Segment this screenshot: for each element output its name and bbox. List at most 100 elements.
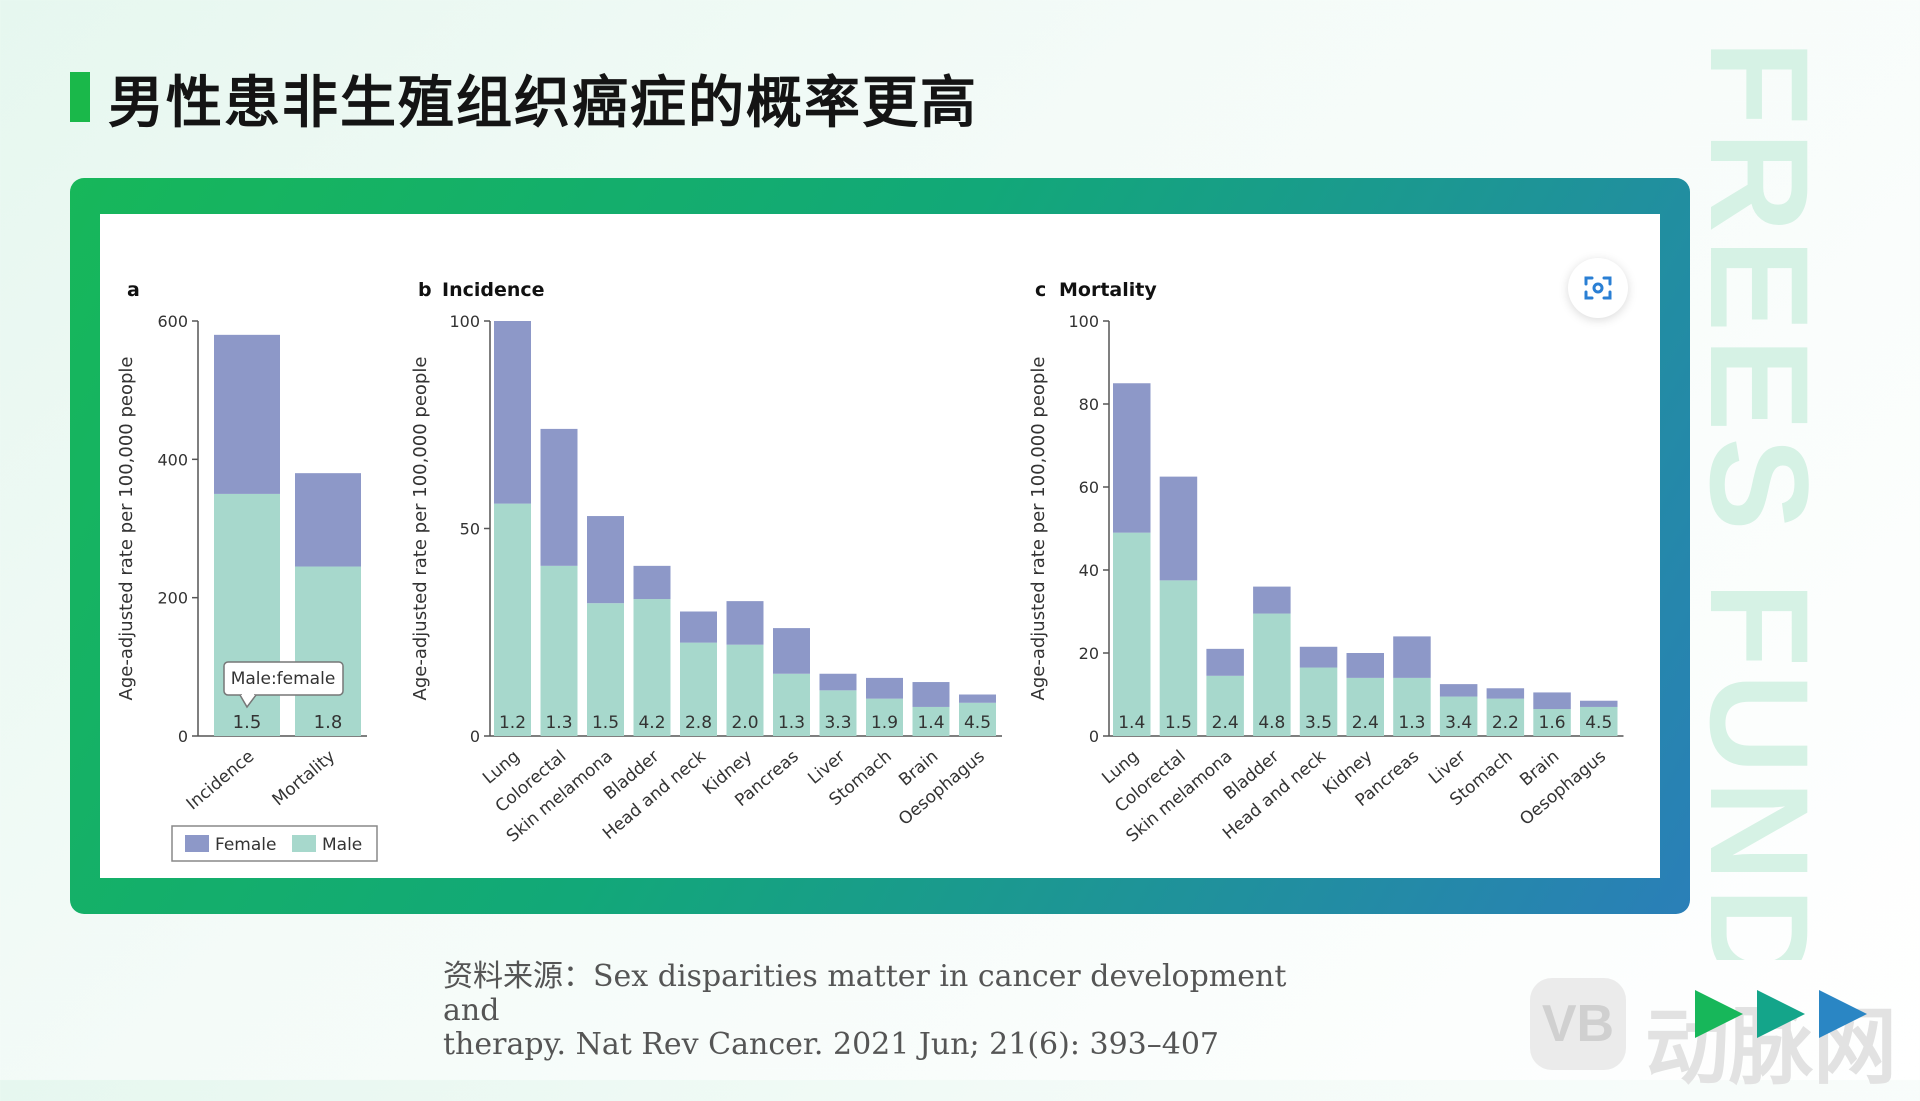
ratio-label-b-0: 1.2 (499, 713, 526, 733)
title-accent-bar (70, 72, 90, 122)
bar-male-b-3 (633, 599, 671, 736)
source-citation: 资料来源：Sex disparities matter in cancer de… (443, 960, 1343, 1062)
legend-label-female: Female (215, 835, 276, 855)
page-title: 男性患非生殖组织癌症的概率更高 (108, 70, 978, 136)
annotation-text: Male:female (231, 669, 336, 689)
ratio-label-b-4: 2.8 (685, 713, 712, 733)
ratio-label-b-7: 3.3 (824, 713, 851, 733)
bar-male-b-10 (959, 702, 996, 736)
bar-male-b-5 (726, 644, 764, 736)
ratio-label-c-0: 1.4 (1118, 713, 1145, 733)
bar-female-c-6 (1393, 636, 1431, 678)
bar-female-c-9 (1533, 692, 1571, 710)
bar-male-b-1 (540, 565, 578, 736)
bar-male-c-6 (1393, 677, 1431, 736)
ratio-label-a-0: 1.5 (233, 712, 262, 733)
bar-female-c-0 (1113, 383, 1151, 533)
bar-female-c-1 (1159, 476, 1198, 581)
ratio-label-b-2: 1.5 (592, 713, 619, 733)
y-tick-label-b-1: 50 (460, 520, 480, 539)
scan-button[interactable] (1568, 258, 1628, 318)
ratio-label-b-6: 1.3 (778, 713, 805, 733)
watermark: FREES FUND (1690, 40, 1850, 960)
panel-label-b: b (418, 279, 432, 301)
bar-male-c-5 (1346, 677, 1384, 736)
play-arrows-icon (1695, 990, 1867, 1038)
bar-female-b-3 (633, 565, 671, 600)
bar-female-b-10 (959, 694, 996, 703)
panel-label-c: c (1035, 279, 1046, 301)
bar-male-c-3 (1253, 613, 1291, 736)
y-tick-label-a-0: 0 (178, 727, 188, 746)
y-axis-label-b: Age-adjusted rate per 100,000 people (410, 357, 431, 701)
ratio-label-c-2: 2.4 (1212, 713, 1239, 733)
panel-title-b: Incidence (442, 279, 545, 301)
bar-female-b-9 (912, 682, 950, 707)
ratio-label-b-3: 4.2 (638, 713, 665, 733)
y-tick-label-c-1: 20 (1079, 644, 1099, 663)
bar-male-c-4 (1299, 667, 1338, 736)
y-tick-label-b-0: 0 (470, 727, 480, 746)
ratio-label-b-8: 1.9 (871, 713, 898, 733)
bar-male-b-0 (494, 503, 531, 736)
category-label-a-1: Mortality (269, 747, 340, 811)
source-line-1: 资料来源：Sex disparities matter in cancer de… (443, 959, 1287, 1028)
bar-male-b-6 (773, 673, 810, 736)
legend-label-male: Male (322, 835, 362, 855)
y-tick-label-c-3: 60 (1079, 478, 1099, 497)
logo-mark: VB (1530, 978, 1626, 1070)
annotation-box (223, 661, 344, 696)
bar-female-c-2 (1206, 648, 1244, 676)
chart-panel: 0 200 400 600 a Age-adjusted rate per 100,000… (100, 214, 1660, 878)
bar-female-c-10 (1580, 700, 1618, 707)
ratio-label-b-1: 1.3 (545, 713, 572, 733)
bar-male-b-4 (680, 642, 717, 736)
bar-male-c-10 (1580, 706, 1618, 736)
bar-female-c-7 (1439, 684, 1478, 697)
ratio-label-c-8: 2.2 (1492, 713, 1519, 733)
bar-female-b-7 (819, 673, 857, 691)
bar-female-b-1 (540, 428, 578, 566)
source-line-2: therapy. Nat Rev Cancer. 2021 Jun; 21(6)… (443, 1027, 1220, 1062)
ratio-label-c-3: 4.8 (1258, 713, 1285, 733)
bar-female-c-4 (1299, 646, 1338, 668)
bar-male-b-9 (912, 706, 950, 736)
bar-female-b-5 (726, 601, 764, 645)
category-label-a-0: Incidence (183, 747, 258, 815)
ratio-label-c-1: 1.5 (1165, 713, 1192, 733)
bar-female-b-4 (680, 611, 717, 643)
bar-male-c-0 (1113, 532, 1151, 736)
panel-label-a: a (127, 279, 140, 301)
bar-female-c-8 (1486, 688, 1525, 699)
bar-male-c-1 (1159, 580, 1198, 736)
bar-female-b-2 (587, 516, 624, 604)
y-tick-label-c-5: 100 (1068, 312, 1099, 331)
y-axis-label-a: Age-adjusted rate per 100,000 people (116, 357, 137, 701)
y-tick-label-c-2: 40 (1079, 561, 1099, 580)
bar-female-c-3 (1253, 586, 1291, 614)
legend-box (171, 825, 378, 862)
ratio-label-c-9: 1.6 (1539, 713, 1566, 733)
ratio-label-b-10: 4.5 (964, 713, 991, 733)
bar-female-b-6 (773, 628, 810, 674)
ratio-label-a-1: 1.8 (314, 712, 343, 733)
bar-female-c-5 (1346, 653, 1384, 678)
y-tick-label-c-0: 0 (1089, 727, 1099, 746)
bar-male-c-9 (1533, 709, 1571, 736)
y-tick-label-c-4: 80 (1079, 395, 1099, 414)
y-tick-label-a-3: 600 (157, 312, 188, 331)
ratio-label-c-6: 1.3 (1398, 713, 1425, 733)
bar-female-b-8 (866, 677, 903, 699)
bar-female-a-0 (214, 334, 280, 494)
ratio-label-c-4: 3.5 (1305, 713, 1332, 733)
bar-male-c-7 (1439, 696, 1478, 736)
y-tick-label-a-1: 200 (157, 589, 188, 608)
bar-female-b-0 (494, 321, 531, 504)
panel-title-c: Mortality (1059, 279, 1157, 301)
bar-male-c-8 (1486, 698, 1525, 736)
y-tick-label-a-2: 400 (157, 450, 188, 469)
bar-female-a-1 (295, 473, 361, 567)
ratio-label-c-5: 2.4 (1352, 713, 1379, 733)
bar-male-b-2 (587, 603, 624, 736)
